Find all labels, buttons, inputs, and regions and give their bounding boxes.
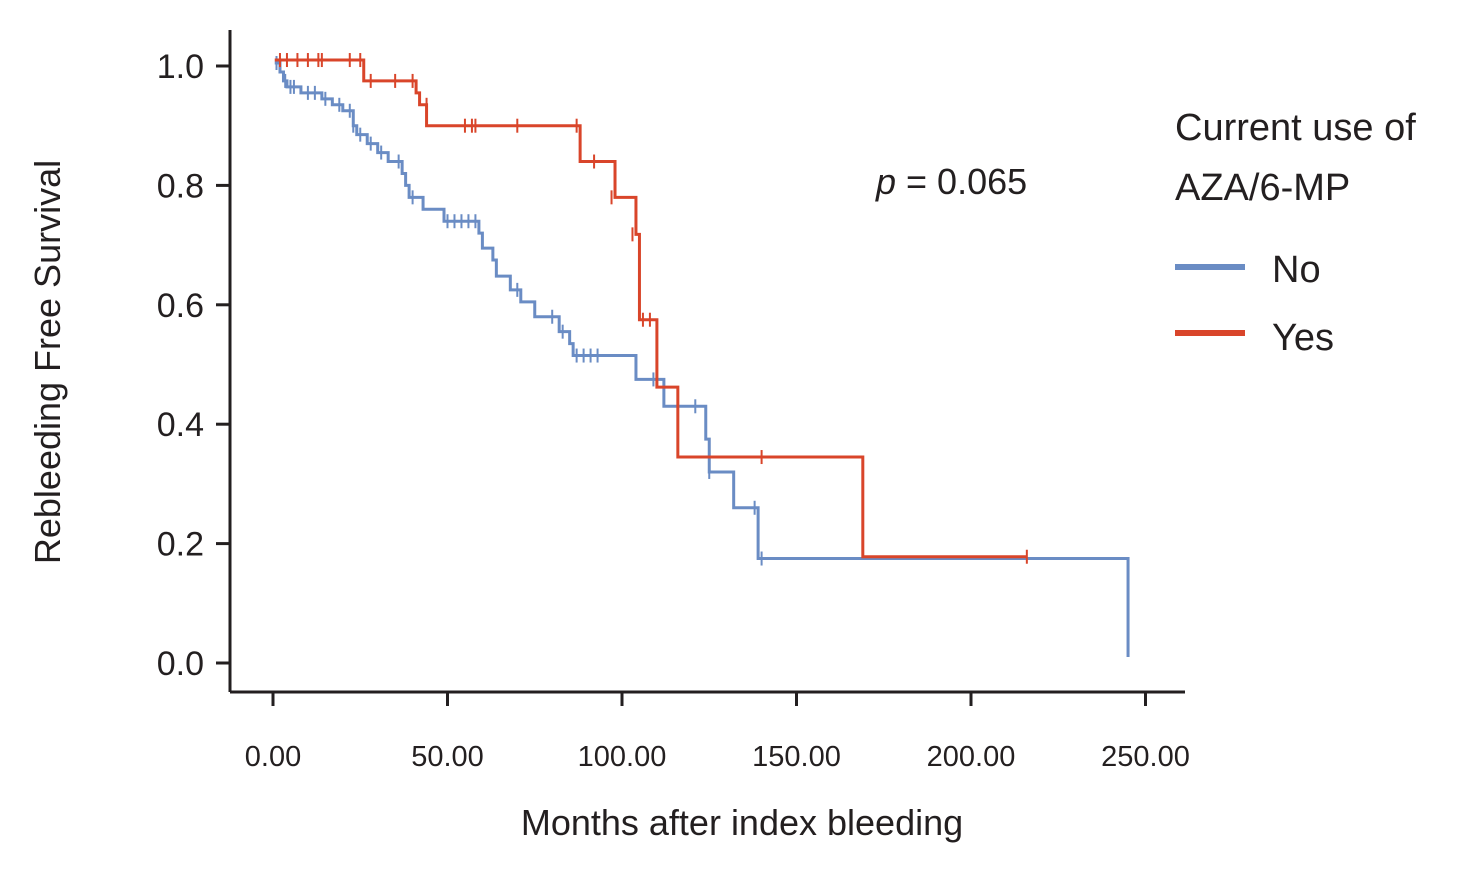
x-axis-title: Months after index bleeding (521, 802, 963, 843)
y-tick-label: 0.0 (157, 645, 204, 683)
legend-title-line-2: AZA/6-MP (1175, 167, 1350, 209)
y-tick-label: 0.8 (157, 167, 204, 205)
y-tick-label: 0.2 (157, 526, 204, 564)
axis-ticks-layer: 0.00 50.00 100.00 150.00 200.00 250.00 0.0 0.2 0… (157, 48, 1190, 773)
x-tick-label: 50.00 (411, 741, 484, 773)
p-value-symbol: p (875, 161, 896, 202)
y-tick-label: 1.0 (157, 48, 204, 86)
series-no (274, 56, 1130, 658)
y-axis-title: Rebleeding Free Survival (27, 160, 68, 564)
survival-curve-yes (274, 58, 1027, 559)
y-tick-label: 0.4 (157, 406, 204, 444)
legend-label-yes: Yes (1272, 317, 1334, 359)
x-tick-label: 0.00 (245, 741, 301, 773)
chart-marks-layer (274, 53, 1130, 658)
survival-curve-no (274, 61, 1130, 658)
series-yes (274, 53, 1028, 564)
x-tick-label: 200.00 (927, 741, 1016, 773)
legend-label-no: No (1272, 249, 1321, 291)
p-value-text: = 0.065 (896, 161, 1027, 202)
p-value-annotation: p = 0.065 (875, 161, 1027, 202)
x-tick-label: 100.00 (578, 741, 667, 773)
legend-title-line-1: Current use of (1175, 107, 1416, 149)
x-tick-label: 250.00 (1101, 741, 1190, 773)
x-tick-label: 150.00 (752, 741, 841, 773)
legend: Current use of AZA/6-MP No Yes (1175, 107, 1416, 359)
y-tick-label: 0.6 (157, 287, 204, 325)
